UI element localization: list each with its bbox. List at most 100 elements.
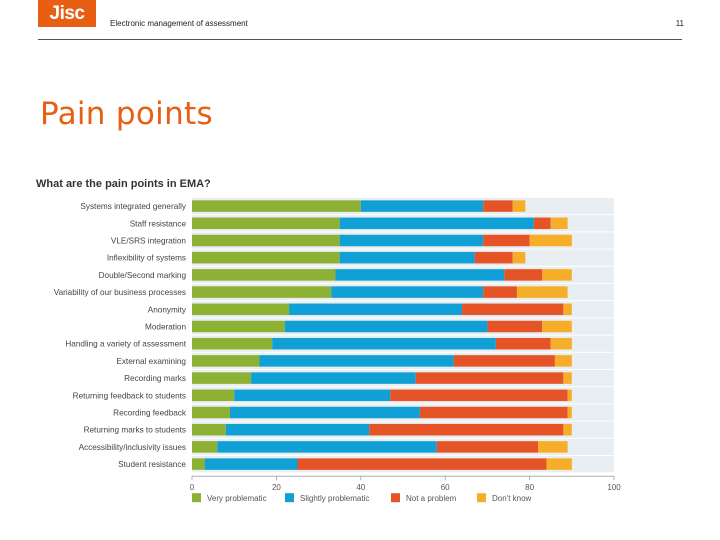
- bar-don-t-know: [554, 355, 572, 367]
- legend: Very problematic Slightly problematic Not …: [192, 493, 532, 503]
- bar-not-a-problem: [483, 286, 517, 298]
- bar-don-t-know: [542, 320, 572, 333]
- bar-don-t-know: [567, 389, 572, 402]
- bar-slightly-problematic: [259, 355, 454, 367]
- bar-not-a-problem: [504, 269, 543, 281]
- slide-title: Pain points: [40, 96, 213, 132]
- bar-slightly-problematic: [204, 458, 298, 470]
- category-label: Recording feedback: [113, 409, 187, 418]
- bar-not-a-problem: [474, 251, 513, 264]
- bar-slightly-problematic: [251, 372, 416, 384]
- category-label: Anonymity: [148, 305, 187, 314]
- bar-slightly-problematic: [225, 423, 370, 436]
- bar-not-a-problem: [483, 234, 530, 247]
- bar-very-problematic: [192, 286, 332, 298]
- bar-don-t-know: [529, 234, 572, 247]
- bar-don-t-know: [512, 251, 526, 264]
- category-label: Moderation: [145, 323, 186, 332]
- category-label: Accessibility/inclusivity issues: [79, 443, 186, 452]
- bar-don-t-know: [546, 458, 572, 470]
- legend-swatch: [192, 493, 201, 503]
- bar-slightly-problematic: [335, 269, 505, 281]
- header-divider: [38, 39, 682, 40]
- bar-not-a-problem: [390, 389, 568, 402]
- bar-slightly-problematic: [339, 234, 484, 247]
- bar-not-a-problem: [487, 320, 543, 333]
- bar-very-problematic: [192, 269, 336, 281]
- bar-slightly-problematic: [229, 406, 420, 419]
- x-tick-label: 100: [607, 483, 621, 492]
- category-label: VLE/SRS integration: [111, 237, 187, 246]
- bar-don-t-know: [550, 217, 568, 230]
- x-axis-ticks: 0 20 40 60 80 100: [190, 476, 621, 492]
- bar-very-problematic: [192, 251, 340, 264]
- bar-not-a-problem: [533, 217, 551, 230]
- bar-very-problematic: [192, 355, 260, 367]
- bar-don-t-know: [563, 423, 572, 436]
- bar-very-problematic: [192, 217, 340, 230]
- x-tick-label: 20: [272, 483, 281, 492]
- header-title: Electronic management of assessment: [110, 19, 248, 28]
- bar-very-problematic: [192, 372, 252, 384]
- bar-slightly-problematic: [339, 217, 534, 230]
- legend-label: Very problematic: [207, 494, 267, 503]
- bar-very-problematic: [192, 441, 218, 453]
- bar-very-problematic: [192, 200, 361, 212]
- legend-swatch: [391, 493, 400, 503]
- bar-don-t-know: [542, 269, 572, 281]
- bar-very-problematic: [192, 458, 205, 470]
- bar-not-a-problem: [453, 355, 555, 367]
- category-label: Double/Second marking: [99, 271, 187, 280]
- category-label: Returning marks to students: [84, 426, 186, 435]
- bar-don-t-know: [538, 441, 568, 453]
- x-tick-label: 40: [356, 483, 365, 492]
- bar-very-problematic: [192, 423, 226, 436]
- x-tick-label: 60: [441, 483, 450, 492]
- legend-swatch: [477, 493, 486, 503]
- page-number: 11: [675, 19, 684, 28]
- bar-slightly-problematic: [331, 286, 484, 298]
- bar-not-a-problem: [369, 423, 564, 436]
- x-tick-label: 80: [525, 483, 534, 492]
- legend-label: Slightly problematic: [300, 494, 369, 503]
- bar-don-t-know: [567, 406, 572, 419]
- category-label: External examining: [116, 357, 186, 366]
- category-label: Returning feedback to students: [73, 391, 186, 400]
- bar-slightly-problematic: [339, 251, 475, 264]
- bar-very-problematic: [192, 389, 235, 402]
- bar-very-problematic: [192, 337, 273, 350]
- bar-slightly-problematic: [217, 441, 437, 453]
- chart-title: What are the pain points in EMA?: [36, 178, 211, 190]
- category-label: Variability of our business processes: [54, 288, 186, 297]
- category-labels: Systems integrated generally Staff resist…: [54, 202, 187, 469]
- bar-don-t-know: [563, 303, 572, 316]
- category-label: Systems integrated generally: [80, 202, 186, 211]
- category-label: Inflexibility of systems: [107, 254, 186, 263]
- bar-not-a-problem: [495, 337, 551, 350]
- bar-not-a-problem: [462, 303, 564, 316]
- legend-swatch: [285, 493, 294, 503]
- bar-slightly-problematic: [234, 389, 391, 402]
- bar-slightly-problematic: [284, 320, 488, 333]
- bar-don-t-know: [550, 337, 572, 350]
- bar-not-a-problem: [483, 200, 513, 212]
- bar-very-problematic: [192, 303, 290, 316]
- bar-not-a-problem: [419, 406, 568, 419]
- bar-slightly-problematic: [289, 303, 463, 316]
- bar-very-problematic: [192, 234, 340, 247]
- bar-not-a-problem: [297, 458, 547, 470]
- legend-label: Don't know: [492, 494, 532, 503]
- category-label: Handling a variety of assessment: [65, 340, 186, 349]
- bar-don-t-know: [563, 372, 572, 384]
- bar-don-t-know: [516, 286, 568, 298]
- bar-slightly-problematic: [360, 200, 484, 212]
- bar-not-a-problem: [415, 372, 564, 384]
- bars: [192, 200, 572, 470]
- bar-very-problematic: [192, 406, 230, 419]
- category-label: Staff resistance: [130, 219, 187, 228]
- legend-label: Not a problem: [406, 494, 457, 503]
- jisc-logo: Jisc: [38, 0, 96, 27]
- category-label: Student resistance: [118, 460, 186, 469]
- bar-don-t-know: [512, 200, 526, 212]
